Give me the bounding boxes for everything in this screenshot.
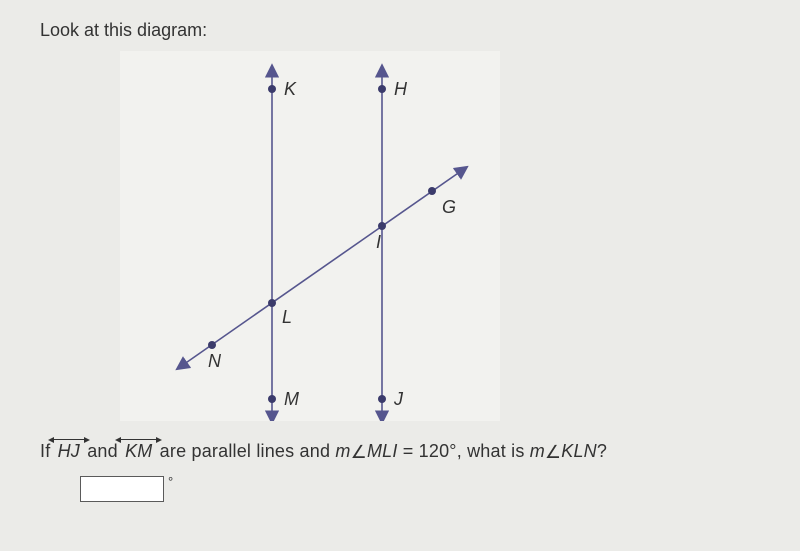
given-m: m xyxy=(335,441,350,461)
degree-symbol: ° xyxy=(168,474,173,489)
point-N xyxy=(208,341,216,349)
point-L xyxy=(268,299,276,307)
angle-symbol-2: ∠ xyxy=(545,442,561,463)
question-text: If HJ and KM are parallel lines and m∠ML… xyxy=(40,441,760,462)
point-J xyxy=(378,395,386,403)
point-K xyxy=(268,85,276,93)
label-I: I xyxy=(376,232,381,252)
point-M xyxy=(268,395,276,403)
q-end: ? xyxy=(597,441,607,461)
label-G: G xyxy=(442,197,456,217)
label-J: J xyxy=(393,389,404,409)
line-km-label: KM xyxy=(125,441,152,461)
prompt-text: Look at this diagram: xyxy=(40,20,760,41)
q-prefix: If xyxy=(40,441,56,461)
line-hj-symbol: HJ xyxy=(56,441,82,462)
label-H: H xyxy=(394,79,408,99)
label-M: M xyxy=(284,389,299,409)
diagram: K H G I L N M J xyxy=(120,51,500,421)
line-hj-label: HJ xyxy=(58,441,80,461)
q-mid1: and xyxy=(87,441,123,461)
answer-input[interactable] xyxy=(80,476,164,502)
label-K: K xyxy=(284,79,297,99)
given-eq: = 120°, what is xyxy=(403,441,530,461)
point-G xyxy=(428,187,436,195)
line-km-symbol: KM xyxy=(123,441,154,462)
given-angle: MLI xyxy=(367,441,398,461)
angle-symbol-1: ∠ xyxy=(351,442,367,463)
label-N: N xyxy=(208,351,222,371)
line-NG xyxy=(180,169,464,367)
q-mid2: are parallel lines and xyxy=(160,441,336,461)
label-L: L xyxy=(282,307,292,327)
asked-m: m xyxy=(530,441,545,461)
asked-angle: KLN xyxy=(561,441,597,461)
point-H xyxy=(378,85,386,93)
answer-row: ° xyxy=(80,476,760,502)
point-I xyxy=(378,222,386,230)
